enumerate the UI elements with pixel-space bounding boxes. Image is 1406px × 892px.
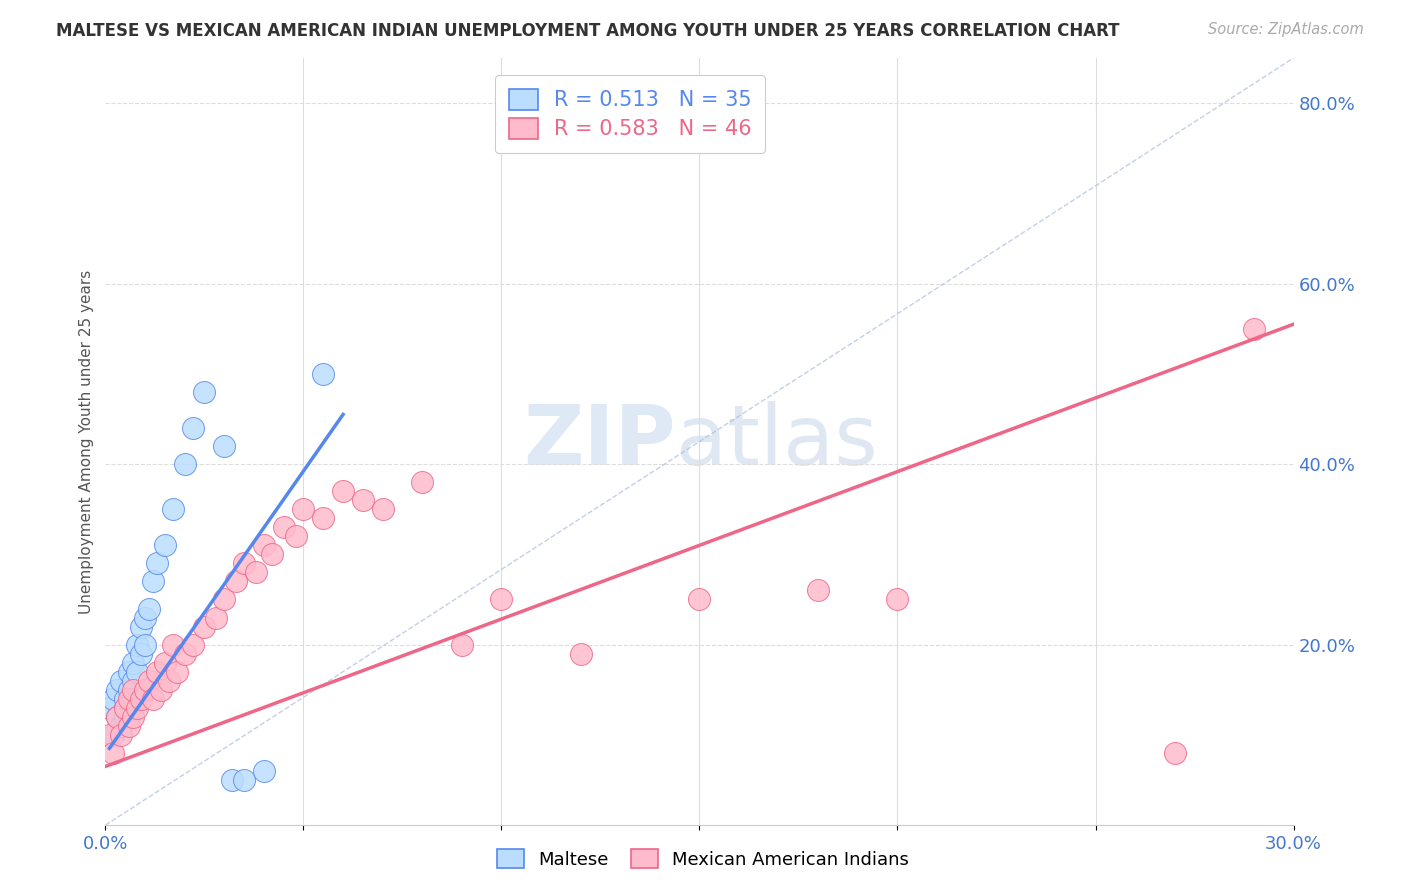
- Point: [127, 665, 149, 679]
- Point: [118, 665, 141, 679]
- Point: [332, 484, 354, 499]
- Point: [352, 493, 374, 508]
- Point: [292, 502, 315, 516]
- Point: [118, 682, 141, 697]
- Point: [114, 700, 136, 714]
- Point: [122, 691, 145, 706]
- Point: [118, 691, 141, 706]
- Point: [205, 610, 228, 624]
- Point: [450, 638, 472, 652]
- Point: [129, 619, 152, 633]
- Point: [114, 691, 136, 706]
- Y-axis label: Unemployment Among Youth under 25 years: Unemployment Among Youth under 25 years: [79, 269, 94, 614]
- Point: [233, 557, 256, 571]
- Point: [127, 638, 149, 652]
- Point: [103, 728, 125, 742]
- Point: [193, 384, 215, 399]
- Point: [284, 529, 307, 543]
- Point: [110, 728, 132, 742]
- Point: [1243, 322, 1265, 336]
- Point: [146, 557, 169, 571]
- Point: [371, 502, 394, 516]
- Point: [689, 592, 711, 607]
- Point: [411, 475, 433, 490]
- Point: [138, 673, 160, 688]
- Point: [149, 682, 172, 697]
- Point: [253, 538, 276, 552]
- Point: [181, 638, 204, 652]
- Point: [153, 538, 176, 552]
- Point: [110, 673, 132, 688]
- Point: [173, 647, 195, 661]
- Point: [114, 700, 136, 714]
- Point: [134, 638, 156, 652]
- Point: [214, 592, 236, 607]
- Point: [225, 574, 247, 589]
- Point: [98, 728, 121, 742]
- Point: [134, 610, 156, 624]
- Point: [157, 673, 180, 688]
- Point: [142, 574, 165, 589]
- Point: [103, 746, 125, 760]
- Point: [146, 665, 169, 679]
- Text: ZIP: ZIP: [523, 401, 676, 482]
- Point: [118, 719, 141, 733]
- Point: [260, 547, 283, 561]
- Point: [569, 647, 592, 661]
- Point: [173, 457, 195, 471]
- Point: [110, 719, 132, 733]
- Legend: R = 0.513   N = 35, R = 0.583   N = 46: R = 0.513 N = 35, R = 0.583 N = 46: [495, 75, 765, 153]
- Point: [491, 592, 513, 607]
- Point: [162, 502, 184, 516]
- Point: [114, 710, 136, 724]
- Point: [118, 710, 141, 724]
- Point: [138, 601, 160, 615]
- Point: [105, 710, 128, 724]
- Point: [129, 647, 152, 661]
- Point: [127, 700, 149, 714]
- Legend: Maltese, Mexican American Indians: Maltese, Mexican American Indians: [489, 842, 917, 876]
- Point: [181, 421, 204, 435]
- Point: [214, 439, 236, 453]
- Point: [1164, 746, 1187, 760]
- Point: [98, 700, 121, 714]
- Point: [233, 772, 256, 787]
- Text: Source: ZipAtlas.com: Source: ZipAtlas.com: [1208, 22, 1364, 37]
- Point: [142, 691, 165, 706]
- Point: [166, 665, 188, 679]
- Text: atlas: atlas: [676, 401, 877, 482]
- Point: [103, 691, 125, 706]
- Point: [122, 682, 145, 697]
- Point: [134, 682, 156, 697]
- Point: [122, 673, 145, 688]
- Point: [807, 583, 830, 598]
- Point: [122, 710, 145, 724]
- Point: [312, 511, 335, 525]
- Point: [122, 656, 145, 670]
- Point: [129, 691, 152, 706]
- Point: [273, 520, 295, 534]
- Point: [312, 367, 335, 381]
- Point: [253, 764, 276, 778]
- Point: [221, 772, 243, 787]
- Point: [886, 592, 908, 607]
- Point: [105, 682, 128, 697]
- Point: [162, 638, 184, 652]
- Point: [105, 710, 128, 724]
- Point: [153, 656, 176, 670]
- Point: [245, 566, 267, 580]
- Point: [193, 619, 215, 633]
- Text: MALTESE VS MEXICAN AMERICAN INDIAN UNEMPLOYMENT AMONG YOUTH UNDER 25 YEARS CORRE: MALTESE VS MEXICAN AMERICAN INDIAN UNEMP…: [56, 22, 1119, 40]
